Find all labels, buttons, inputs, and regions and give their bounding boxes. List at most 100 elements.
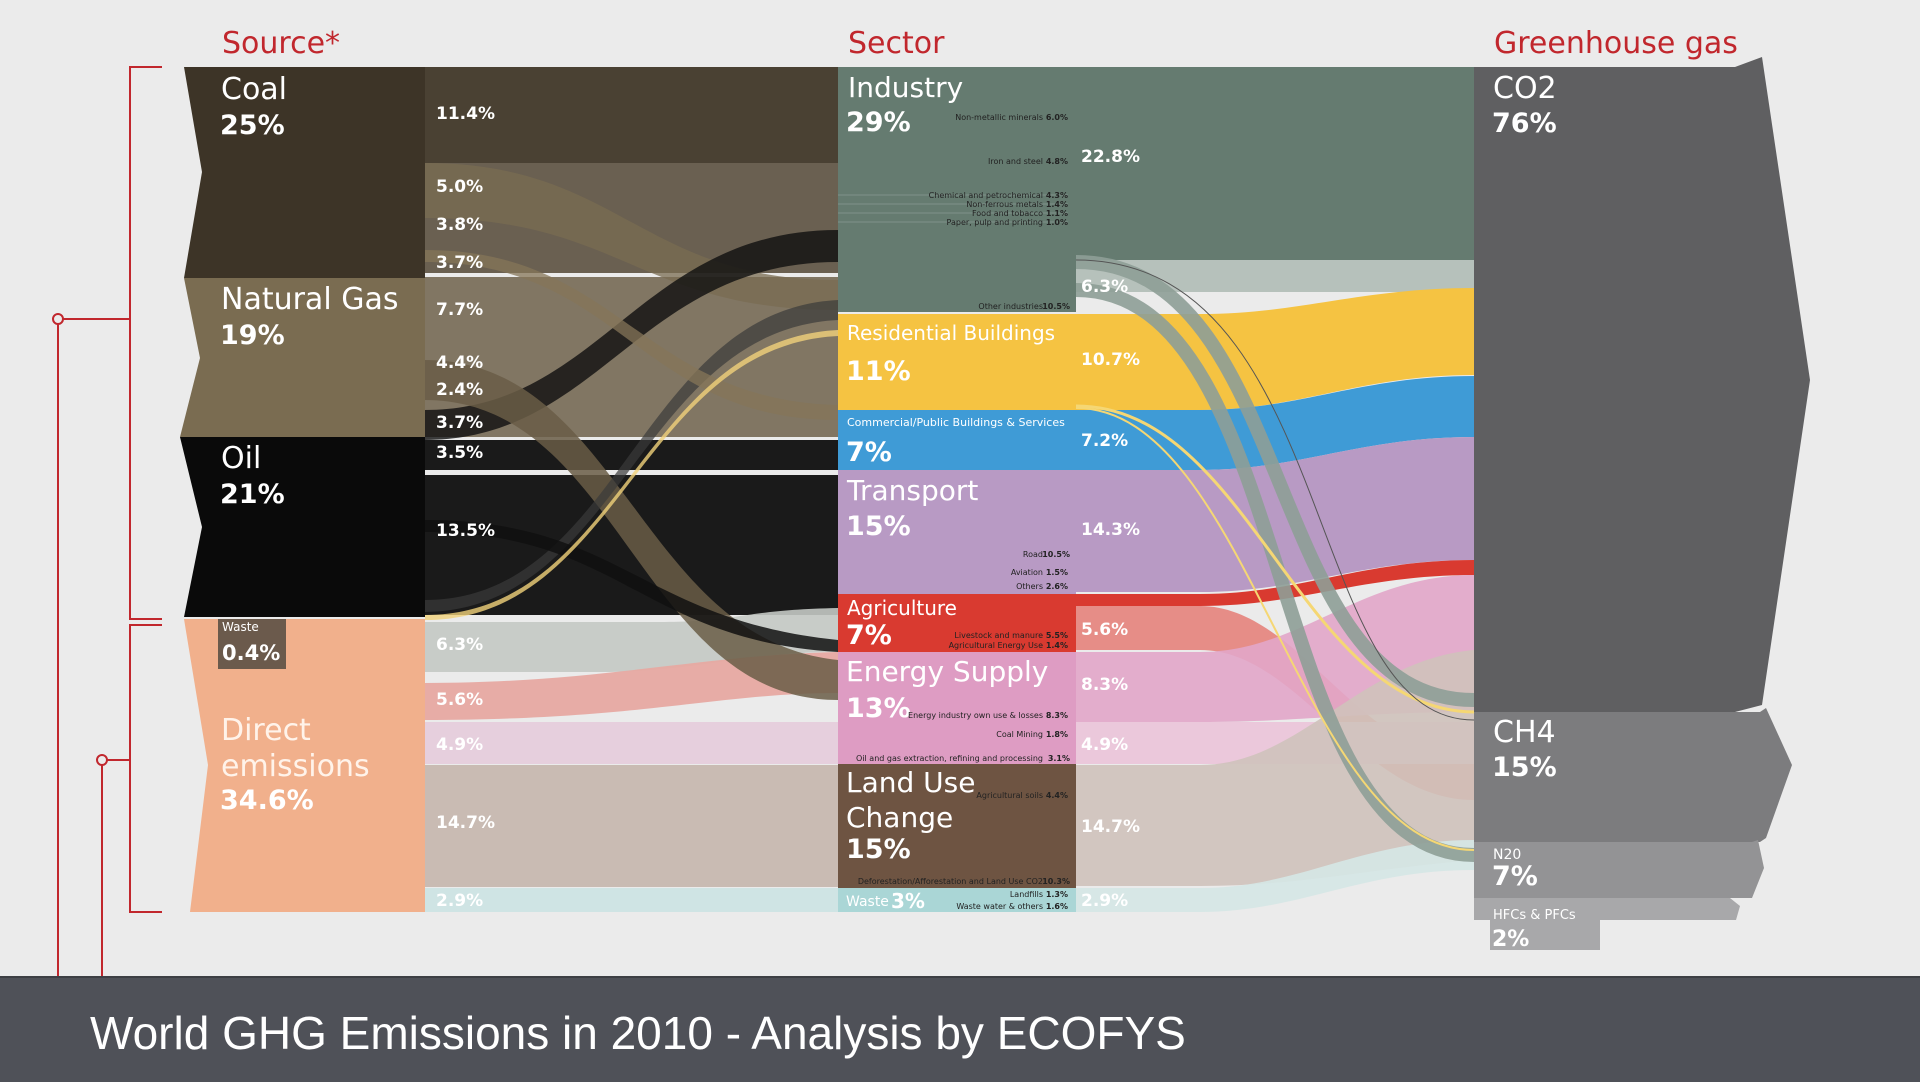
sub-label: Food and tobacco xyxy=(972,209,1043,218)
sub-label: Waste water & others xyxy=(956,902,1043,911)
sub-value: 4.8% xyxy=(1046,157,1068,166)
source-direct-name-1: Direct xyxy=(221,713,311,748)
flow-label: 7.2% xyxy=(1081,431,1128,451)
sub-label: Iron and steel xyxy=(988,157,1043,166)
source-oil-name: Oil xyxy=(221,441,261,476)
source-direct-name-2: emissions xyxy=(221,749,370,784)
flow-label: 5.6% xyxy=(1081,620,1128,640)
sector-industry-pct: 29% xyxy=(846,107,911,138)
flow-label: 10.7% xyxy=(1081,350,1140,370)
sector-transport-pct: 15% xyxy=(846,511,911,542)
gas-n2o-name: N20 xyxy=(1493,847,1521,863)
flow-label: 13.5% xyxy=(436,521,495,541)
bracket-node-icon xyxy=(96,754,108,766)
flow-label: 2.9% xyxy=(436,891,483,911)
sub-label: Non-metallic minerals xyxy=(955,113,1043,122)
sub-value: 3.1% xyxy=(1048,754,1070,763)
gas-co2-name: CO2 xyxy=(1493,71,1557,106)
sub-value: 1.0% xyxy=(1046,218,1068,227)
gas-n2o: N20 7% xyxy=(1474,840,1764,898)
gas-hfc: HFCs & PFCs 2% xyxy=(1474,898,1740,952)
sector-industry: Industry 29% Non-metallic minerals 6.0% … xyxy=(838,67,1076,312)
sub-label: Energy industry own use & losses xyxy=(908,711,1043,720)
sub-label: Oil and gas extraction, refining and pro… xyxy=(856,754,1043,763)
sector-transport-name: Transport xyxy=(846,474,978,507)
flow-label: 5.0% xyxy=(436,177,483,197)
gas-hfc-name: HFCs & PFCs xyxy=(1493,908,1576,923)
sector-commercial-pct: 7% xyxy=(846,437,892,468)
sub-label: Deforestation/Afforestation and Land Use… xyxy=(858,877,1043,886)
flow-label: 3.7% xyxy=(436,413,483,433)
sector-residential-name: Residential Buildings xyxy=(847,321,1055,345)
gas-ch4-pct: 15% xyxy=(1492,752,1557,783)
sub-label: Landfills xyxy=(1010,890,1043,899)
sub-value: 4.3% xyxy=(1046,191,1068,200)
other-bracket xyxy=(129,624,162,913)
sub-value: 6.0% xyxy=(1046,113,1068,122)
sub-value: 1.4% xyxy=(1046,641,1068,650)
sector-agriculture-name: Agriculture xyxy=(847,596,957,620)
sector-commercial: Commercial/Public Buildings & Services 7… xyxy=(838,410,1076,470)
gas-co2-pct: 76% xyxy=(1492,108,1557,139)
flow-label: 3.8% xyxy=(436,215,483,235)
sector-residential-pct: 11% xyxy=(846,356,911,387)
gas-ch4-name: CH4 xyxy=(1493,715,1556,750)
sector-landuse-pct: 15% xyxy=(846,834,911,865)
flow-label: 11.4% xyxy=(436,104,495,124)
sub-value: 10.5% xyxy=(1042,302,1070,311)
sector-energy-pct: 13% xyxy=(846,693,911,724)
flow-label: 3.7% xyxy=(436,253,483,273)
source-waste-pct: 0.4% xyxy=(222,641,280,665)
flow-label: 22.8% xyxy=(1081,147,1140,167)
sector-waste-name: Waste xyxy=(846,894,889,910)
sub-label: Chemical and petrochemical xyxy=(929,191,1043,200)
source-waste-name: Waste xyxy=(222,620,259,634)
sub-value: 10.5% xyxy=(1042,550,1070,559)
source-oil-pct: 21% xyxy=(220,479,285,510)
sector-landuse-name-2: Change xyxy=(846,801,953,834)
source-oil: Oil 21% xyxy=(180,437,425,617)
sub-label: Agricultural Energy Use xyxy=(949,641,1043,650)
flow-label: 6.3% xyxy=(1081,277,1128,297)
sub-value: 1.8% xyxy=(1046,730,1068,739)
flow-label: 14.7% xyxy=(1081,817,1140,837)
sector-transport: Transport 15% Road 10.5% Aviation 1.5% O… xyxy=(838,470,1076,594)
flow-label: 2.4% xyxy=(436,380,483,400)
gas-header: Greenhouse gas xyxy=(1494,26,1738,61)
sector-agriculture-pct: 7% xyxy=(846,620,892,651)
sub-value: 1.3% xyxy=(1046,890,1068,899)
sector-land-use: Land Use Change 15% Agricultural soils 4… xyxy=(838,764,1076,888)
sub-label: Non-ferrous metals xyxy=(966,200,1043,209)
sector-energy-name: Energy Supply xyxy=(846,655,1048,688)
source-direct-emissions: Direct emissions 34.6% xyxy=(184,619,425,912)
gas-n2o-pct: 7% xyxy=(1492,861,1538,892)
sub-label: Others xyxy=(1016,582,1043,591)
sector-landuse-name-1: Land Use xyxy=(846,766,976,799)
sub-label: Agricultural soils xyxy=(976,791,1043,800)
sub-label: Livestock and manure xyxy=(954,631,1043,640)
sector-residential: Residential Buildings 11% xyxy=(838,314,1076,410)
flow-label: 7.7% xyxy=(436,300,483,320)
source-coal-name: Coal xyxy=(221,72,287,107)
footer-title: World GHG Emissions in 2010 - Analysis b… xyxy=(90,1007,1186,1059)
sub-label: Aviation xyxy=(1011,568,1043,577)
sub-value: 10.3% xyxy=(1042,877,1070,886)
sector-energy-supply: Energy Supply 13% Energy industry own us… xyxy=(838,652,1076,764)
bracket-node-icon xyxy=(52,313,64,325)
source-brackets xyxy=(52,66,162,976)
fossil-bracket xyxy=(129,66,162,620)
source-flow-bands xyxy=(425,67,838,912)
flow-label: 8.3% xyxy=(1081,675,1128,695)
source-coal: Coal 25% xyxy=(184,67,425,278)
flow-label: 6.3% xyxy=(436,635,483,655)
source-header: Source* xyxy=(222,26,340,61)
source-flow-labels: 11.4% 5.0% 3.8% 3.7% 7.7% 4.4% 2.4% 3.7%… xyxy=(436,104,495,911)
sub-label: Paper, pulp and printing xyxy=(947,218,1044,227)
sector-header: Sector xyxy=(848,26,945,61)
sector-flow-bands xyxy=(1075,67,1475,912)
flow-label: 4.4% xyxy=(436,353,483,373)
flow-label: 4.9% xyxy=(1081,735,1128,755)
sector-industry-name: Industry xyxy=(848,71,963,104)
footer-bar: World GHG Emissions in 2010 - Analysis b… xyxy=(0,976,1920,1082)
